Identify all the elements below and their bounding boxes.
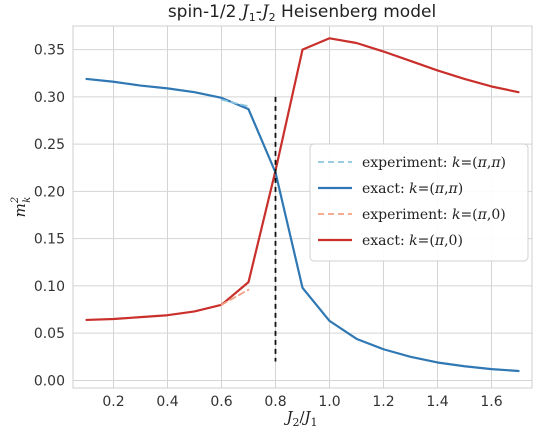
y-tick-label: 0.30 [34, 90, 65, 106]
y-axis-ticks: 0.00 0.05 0.10 0.15 0.20 0.25 0.30 0.35 [34, 43, 65, 390]
y-tick-label: 0.05 [34, 326, 65, 342]
series-line-experiment-k-pi-0 [220, 288, 250, 306]
legend-label-exact-pi-0: exact: k=(π,0) [362, 233, 463, 249]
x-tick-label: 0.8 [264, 394, 286, 410]
x-tick-label: 1.2 [372, 394, 394, 410]
y-axis-label: m2k [10, 197, 33, 218]
legend-label-exact-pi-pi: exact: k=(π,π) [362, 181, 463, 197]
x-tick-label: 0.2 [102, 394, 124, 410]
legend-label-experiment-pi-0: experiment: k=(π,0) [362, 207, 506, 223]
x-tick-label: 1.6 [480, 394, 502, 410]
plot-frame [72, 25, 533, 389]
x-tick-label: 1.0 [318, 394, 340, 410]
y-tick-label: 0.25 [34, 137, 65, 153]
series-layer [85, 37, 520, 373]
y-tick-label: 0.10 [34, 279, 65, 295]
x-axis-ticks: 0.2 0.4 0.6 0.8 1.0 1.2 1.4 1.6 [102, 394, 502, 410]
x-tick-label: 1.4 [426, 394, 448, 410]
series-line-exact-k-pi-pi [85, 77, 520, 373]
legend: experiment: k=(π,π) exact: k=(π,π) exper… [309, 143, 529, 262]
x-tick-label: 0.6 [210, 394, 232, 410]
chart-title: spin-1/2 J1-J2 Heisenberg model [168, 2, 436, 24]
series-line-exact-k-pi-0 [85, 37, 520, 322]
svg-text:m2k: m2k [10, 197, 33, 218]
y-tick-label: 0.15 [34, 232, 65, 248]
x-axis-label: J2/J1 [283, 408, 317, 428]
x-tick-label: 0.4 [156, 394, 178, 410]
legend-box [309, 143, 529, 262]
y-tick-label: 0.20 [34, 184, 65, 200]
y-tick-label: 0.35 [34, 43, 65, 59]
legend-label-experiment-pi-pi: experiment: k=(π,π) [362, 155, 506, 171]
y-tick-label: 0.00 [34, 373, 65, 389]
series-line-experiment-k-pi-pi [220, 98, 250, 108]
